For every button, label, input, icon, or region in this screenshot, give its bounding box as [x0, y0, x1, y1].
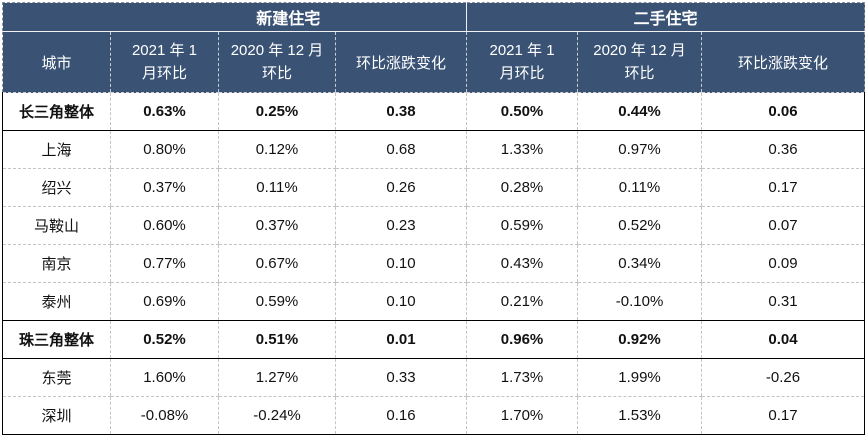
value-cell: 0.60% [110, 206, 219, 245]
value-cell: 0.17 [701, 396, 866, 435]
value-cell: 0.77% [110, 244, 219, 283]
value-cell: 0.92% [577, 320, 702, 359]
value-cell: 1.33% [466, 130, 578, 169]
value-cell: 0.33 [334, 358, 467, 397]
value-cell: 0.63% [110, 92, 219, 131]
value-cell: 0.26 [334, 168, 467, 207]
table-row-shanghai: 上海 0.80% 0.12% 0.68 1.33% 0.97% 0.36 [2, 130, 866, 169]
table-row-dongguan: 东莞 1.60% 1.27% 0.33 1.73% 1.99% -0.26 [2, 358, 866, 397]
value-cell: 0.11% [577, 168, 702, 207]
city-cell: 泰州 [2, 282, 111, 321]
city-cell: 深圳 [2, 396, 111, 435]
value-cell: 0.21% [466, 282, 578, 321]
value-cell: -0.10% [577, 282, 702, 321]
section-header-new-housing: 新建住宅 [110, 2, 467, 32]
value-cell: 0.44% [577, 92, 702, 131]
value-cell: 0.37% [110, 168, 219, 207]
value-cell: 0.31 [701, 282, 866, 321]
section-header-row: 新建住宅 二手住宅 [2, 2, 866, 32]
value-cell: 0.59% [466, 206, 578, 245]
column-header-second-jan2021: 2021 年 1 月环比 [466, 31, 578, 93]
table-row-maanshan: 马鞍山 0.60% 0.37% 0.23 0.59% 0.52% 0.07 [2, 206, 866, 245]
value-cell: 0.10 [334, 282, 467, 321]
value-cell: 0.69% [110, 282, 219, 321]
table-row-taizhou: 泰州 0.69% 0.59% 0.10 0.21% -0.10% 0.31 [2, 282, 866, 321]
column-header-new-jan2021: 2021 年 1 月环比 [110, 31, 219, 93]
value-cell: 0.68 [334, 130, 467, 169]
value-cell: -0.24% [218, 396, 336, 435]
value-cell: 0.17 [701, 168, 866, 207]
table-row-yangtze-overall: 长三角整体 0.63% 0.25% 0.38 0.50% 0.44% 0.06 [2, 92, 866, 131]
value-cell: -0.08% [110, 396, 219, 435]
column-header-second-change: 环比涨跌变化 [701, 31, 866, 93]
value-cell: 0.16 [334, 396, 467, 435]
value-cell: 0.80% [110, 130, 219, 169]
table-row-shaoxing: 绍兴 0.37% 0.11% 0.26 0.28% 0.11% 0.17 [2, 168, 866, 207]
table-row-nanjing: 南京 0.77% 0.67% 0.10 0.43% 0.34% 0.09 [2, 244, 866, 283]
value-cell: 0.04 [701, 320, 866, 359]
table-row-shenzhen: 深圳 -0.08% -0.24% 0.16 1.70% 1.53% 0.17 [2, 396, 866, 435]
city-cell: 绍兴 [2, 168, 111, 207]
column-header-city: 城市 [2, 31, 111, 93]
value-cell: 0.07 [701, 206, 866, 245]
value-cell: 0.28% [466, 168, 578, 207]
value-cell: 0.23 [334, 206, 467, 245]
value-cell: 0.06 [701, 92, 866, 131]
value-cell: 0.36 [701, 130, 866, 169]
column-header-second-dec2020: 2020 年 12 月 环比 [577, 31, 702, 93]
value-cell: 1.53% [577, 396, 702, 435]
value-cell: 1.27% [218, 358, 336, 397]
value-cell: 0.37% [218, 206, 336, 245]
value-cell: 0.50% [466, 92, 578, 131]
column-header-row: 城市 2021 年 1 月环比 2020 年 12 月 环比 环比涨跌变化 20… [2, 31, 866, 93]
value-cell: 0.25% [218, 92, 336, 131]
value-cell: 0.51% [218, 320, 336, 359]
value-cell: 1.73% [466, 358, 578, 397]
table-header: 新建住宅 二手住宅 城市 2021 年 1 月环比 2020 年 12 月 环比… [2, 2, 866, 93]
column-header-new-dec2020: 2020 年 12 月 环比 [218, 31, 336, 93]
value-cell: 0.09 [701, 244, 866, 283]
value-cell: 1.60% [110, 358, 219, 397]
city-cell: 珠三角整体 [2, 320, 111, 359]
value-cell: 1.99% [577, 358, 702, 397]
value-cell: 0.52% [577, 206, 702, 245]
value-cell: 0.96% [466, 320, 578, 359]
city-cell: 上海 [2, 130, 111, 169]
city-cell: 马鞍山 [2, 206, 111, 245]
city-cell: 东莞 [2, 358, 111, 397]
value-cell: 0.34% [577, 244, 702, 283]
city-cell: 南京 [2, 244, 111, 283]
city-cell: 长三角整体 [2, 92, 111, 131]
value-cell: 0.59% [218, 282, 336, 321]
value-cell: 1.70% [466, 396, 578, 435]
value-cell: 0.67% [218, 244, 336, 283]
value-cell: 0.01 [334, 320, 467, 359]
table-body: 长三角整体 0.63% 0.25% 0.38 0.50% 0.44% 0.06 … [2, 92, 866, 435]
corner-cell [2, 2, 111, 32]
value-cell: 0.52% [110, 320, 219, 359]
value-cell: 0.12% [218, 130, 336, 169]
value-cell: 0.43% [466, 244, 578, 283]
value-cell: 0.97% [577, 130, 702, 169]
value-cell: -0.26 [701, 358, 866, 397]
value-cell: 0.10 [334, 244, 467, 283]
value-cell: 0.11% [218, 168, 336, 207]
table-row-pearl-overall: 珠三角整体 0.52% 0.51% 0.01 0.96% 0.92% 0.04 [2, 320, 866, 359]
section-header-secondhand-housing: 二手住宅 [466, 2, 866, 32]
value-cell: 0.38 [334, 92, 467, 131]
column-header-new-change: 环比涨跌变化 [334, 31, 467, 93]
